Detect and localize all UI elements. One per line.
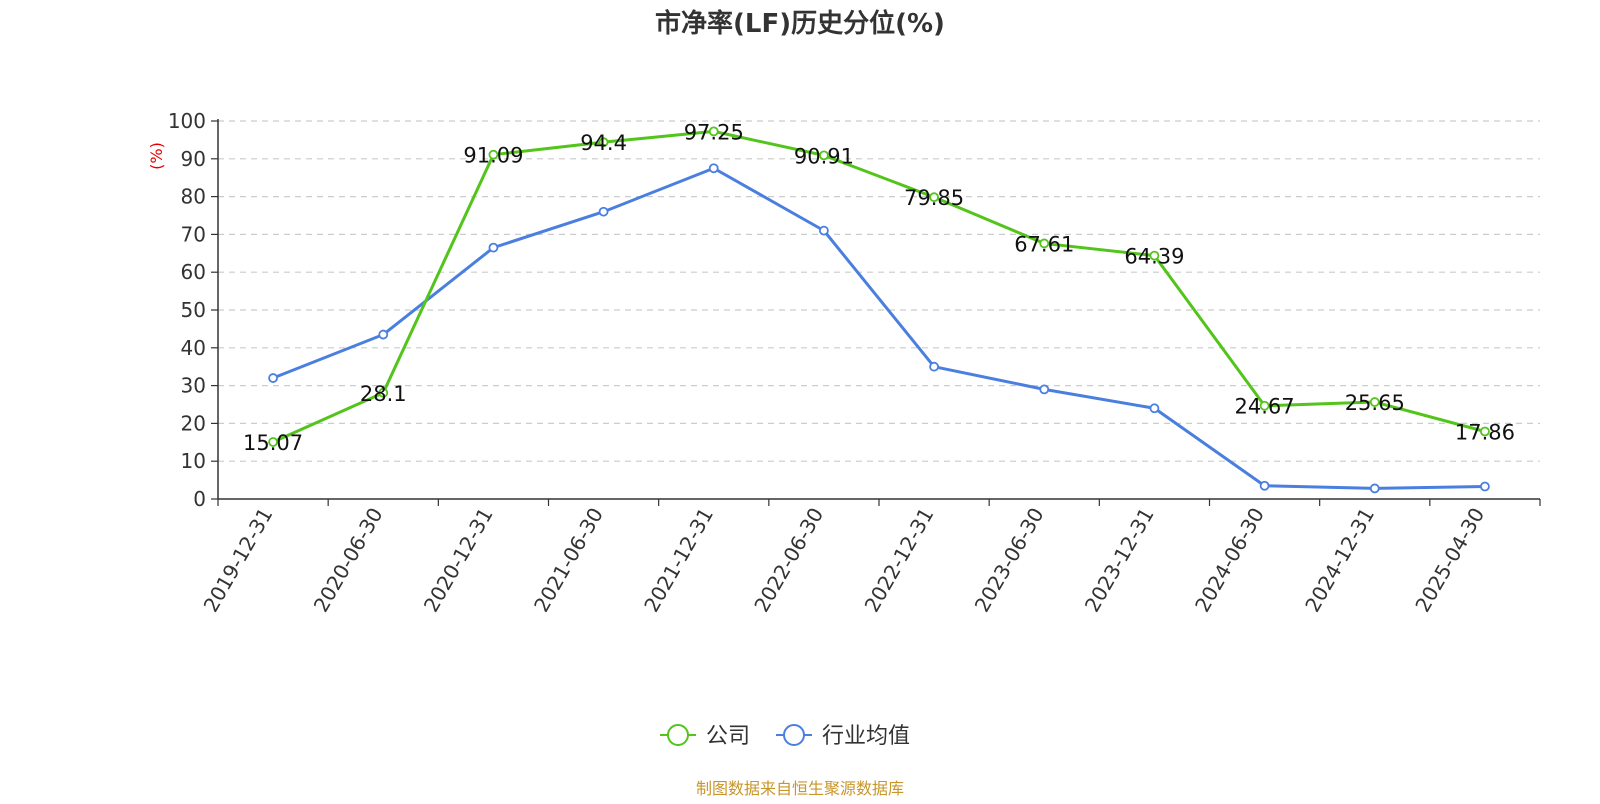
data-point (708, 126, 719, 137)
x-tick-label: 2025-04-30 (1410, 504, 1489, 617)
data-point (1149, 250, 1160, 261)
y-tick-label: 80 (181, 185, 206, 209)
x-tick-label: 2019-12-31 (199, 504, 278, 617)
x-tick-label: 2020-12-31 (419, 503, 498, 616)
y-tick-label: 50 (181, 298, 206, 322)
source-note: 制图数据来自恒生聚源数据库 (696, 779, 904, 798)
series-line (272, 166, 1485, 490)
legend-label: 公司 (706, 724, 750, 749)
y-tick-label: 10 (181, 449, 206, 473)
data-point (378, 329, 389, 340)
data-point (268, 373, 278, 383)
y-tick-label: 40 (181, 336, 206, 360)
data-point (819, 225, 829, 236)
grid-lines (218, 120, 1540, 462)
data-label: 94.4 (580, 131, 627, 155)
data-label: 17.86 (1455, 420, 1515, 444)
series-layer: 15.07 28.1 91.09 94.4 97.25 90.91 79.85 67.61 64… (243, 120, 1515, 494)
x-tick-label: 2024-12-31 (1300, 504, 1379, 617)
legend-swatch-marker (783, 724, 805, 746)
data-point (819, 150, 829, 161)
data-point (488, 149, 499, 160)
data-point (598, 137, 609, 148)
data-label: 97.25 (684, 120, 744, 144)
legend-swatch-marker (667, 724, 689, 746)
y-tick-label: 30 (181, 374, 206, 398)
data-point (929, 361, 939, 372)
data-label: 90.91 (794, 144, 854, 168)
data-point (1039, 384, 1050, 395)
series-line (272, 129, 1486, 444)
x-tick-label: 2021-12-31 (639, 504, 718, 617)
y-tick-label: 100 (168, 109, 206, 133)
data-point (929, 192, 939, 203)
data-point (488, 242, 499, 253)
x-tick-label: 2022-06-30 (749, 504, 828, 617)
data-point (268, 437, 278, 447)
chart-title: 市净率(LF)历史分位(%) (655, 8, 945, 39)
x-tick-label: 2024-06-30 (1190, 504, 1269, 617)
data-label: 79.85 (904, 186, 964, 210)
legend-label: 行业均值 (822, 724, 910, 749)
data-point (1149, 403, 1160, 414)
data-point (1259, 400, 1270, 411)
data-label: 67.61 (1014, 232, 1074, 256)
data-point (1480, 426, 1490, 437)
y-tick-label: 0 (193, 487, 206, 511)
data-point (708, 163, 719, 174)
y-tick-label: 60 (181, 260, 206, 284)
data-point (1480, 481, 1490, 492)
data-label: 24.67 (1235, 395, 1295, 419)
data-label: 64.39 (1124, 245, 1184, 269)
y-tick-label: 90 (181, 147, 206, 171)
x-tick-label: 2023-06-30 (970, 504, 1049, 617)
data-point (1369, 483, 1380, 494)
x-tick-label: 2023-12-31 (1080, 504, 1159, 617)
data-point (1369, 397, 1380, 407)
x-tick-label: 2022-12-31 (860, 503, 939, 616)
x-tick-label: 2021-06-30 (529, 504, 608, 617)
y-tick-label: 70 (181, 222, 206, 246)
data-point (378, 387, 389, 398)
data-label: 25.65 (1345, 391, 1405, 415)
legend: 公司 行业均值 (660, 724, 910, 749)
data-point (598, 206, 609, 217)
x-tick-label: 2020-06-30 (309, 504, 388, 617)
data-label: 15.07 (243, 431, 303, 455)
data-label: 91.09 (463, 144, 523, 168)
y-tick-label: 20 (181, 411, 206, 435)
data-point (1259, 480, 1270, 491)
axes: 0 10 20 30 40 50 60 70 80 90 100 2019-12-31 2020-06-… (168, 109, 1541, 617)
y-axis-label: (%) (147, 142, 166, 170)
data-label: 28.1 (360, 382, 407, 406)
data-point (1039, 238, 1050, 249)
